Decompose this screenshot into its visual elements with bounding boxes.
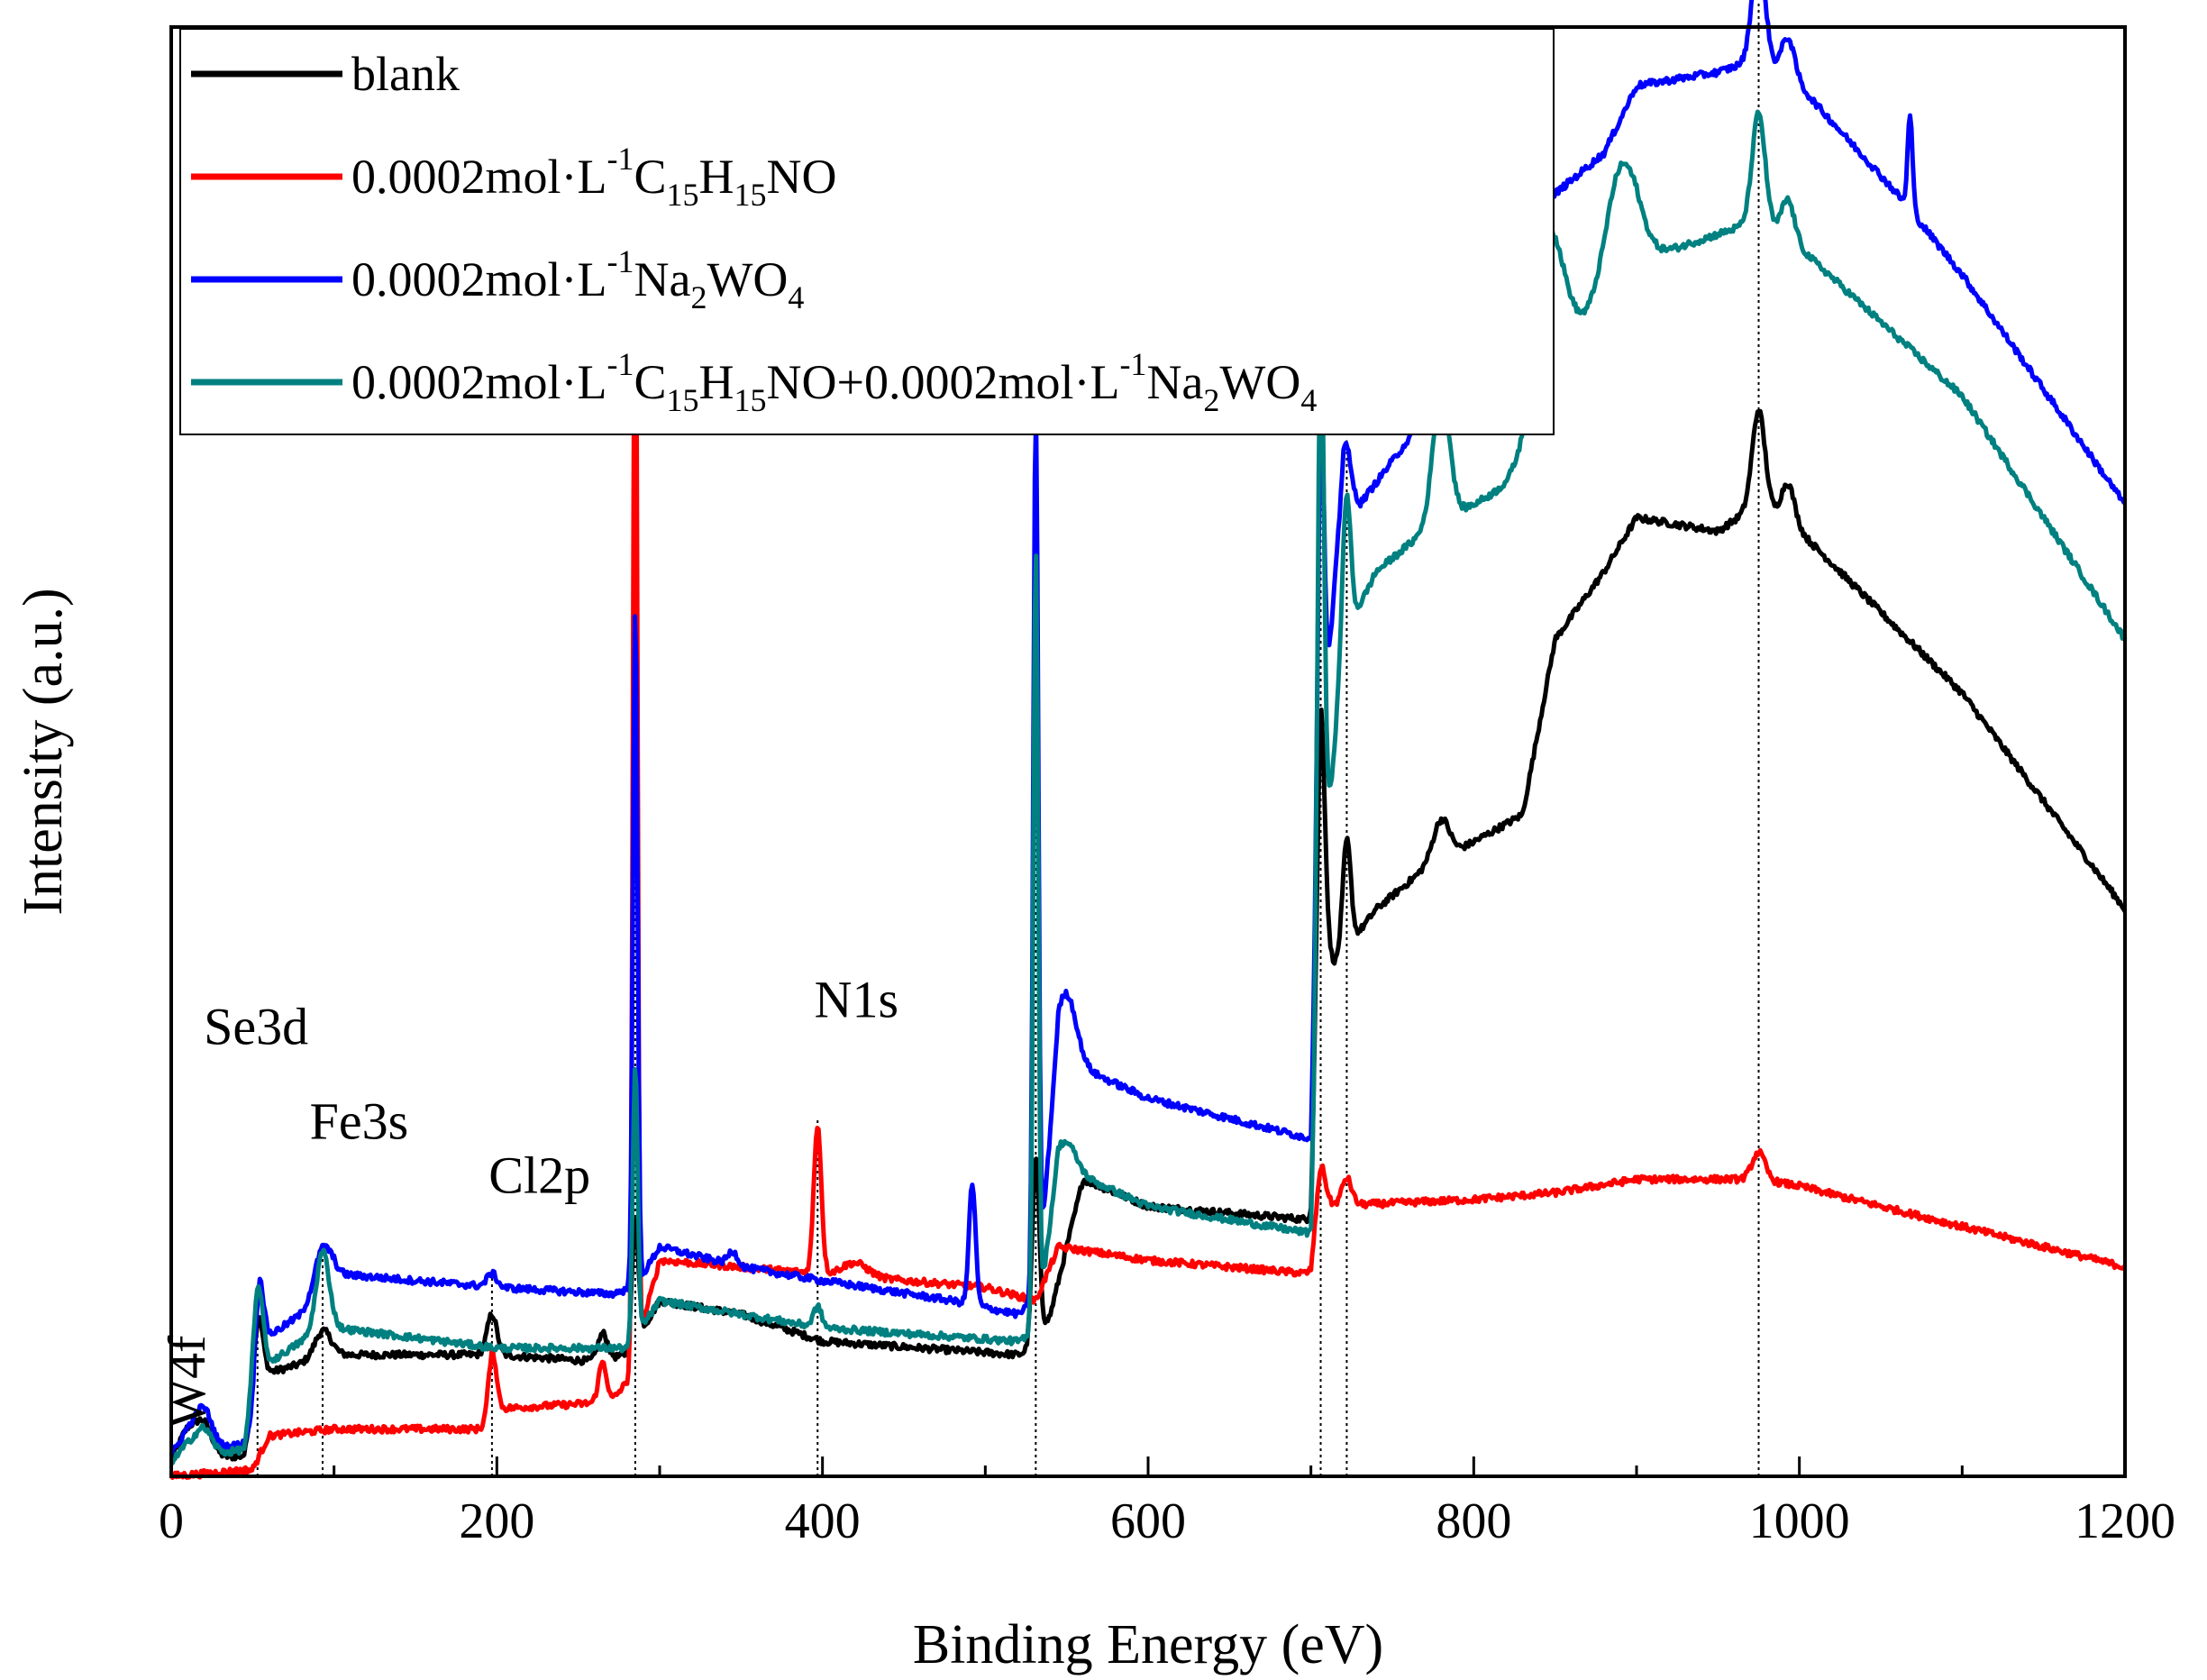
x-tick-label-1200: 1200 [2075,1493,2175,1549]
x-tick-label-0: 0 [159,1493,184,1549]
series-line-2 [169,187,2128,1480]
x-axis-label: Binding Energy (eV) [913,1614,1383,1675]
y-axis-label: Intensity (a.u.) [13,588,74,915]
legend: blank 0.0002mol·L-1​C15​H15​NO 0.0002mol·L… [179,28,1555,435]
x-tick-label-200: 200 [459,1493,534,1549]
peak-label-fe3s: Fe3s [310,1092,409,1151]
legend-label-c15: 0.0002mol·L-1​C15​H15​NO [351,141,837,213]
series-line-4 [169,109,2128,1465]
legend-box [179,28,1555,435]
x-tick-label-600: 600 [1110,1493,1186,1549]
x-axis: 0 200 400 600 800 1000 1200 [159,1456,2175,1549]
x-tick-label-400: 400 [785,1493,861,1549]
series-line-3 [169,0,2127,1456]
legend-label-mix: 0.0002mol·L-1​C15​H15​NO+0.0002mol·L-1​N… [351,346,1317,418]
peak-label-w4f: W4f [158,1335,216,1429]
legend-label-na2wo4: 0.0002mol·L-1​Na2​WO4​ [351,243,804,315]
legend-label-blank: blank [351,47,460,101]
x-tick-label-1000: 1000 [1749,1493,1850,1549]
series-lines [169,0,2128,1480]
peak-label-se3d: Se3d [204,998,308,1056]
series-line-1 [169,408,2128,1462]
peak-label-cl2p: Cl2p [488,1146,590,1204]
x-tick-label-800: 800 [1436,1493,1511,1549]
peak-label-n1s: N1s [815,971,898,1029]
